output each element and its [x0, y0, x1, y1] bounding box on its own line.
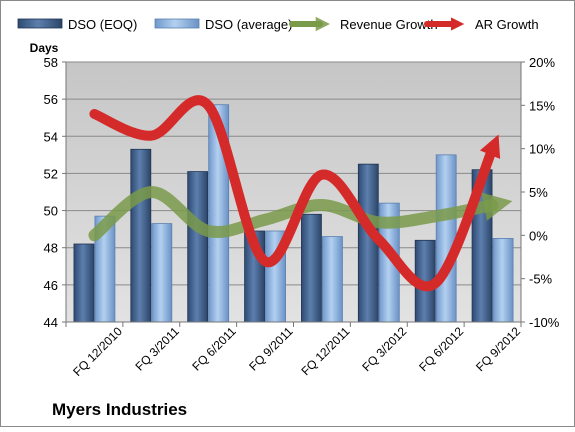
left-tick-label: 44: [44, 315, 58, 330]
bar-dso-eoq: [130, 148, 152, 323]
revenue-growth-line: [88, 186, 513, 242]
right-tick-label: 10%: [529, 142, 555, 157]
chart-title: Myers Industries: [52, 400, 187, 419]
legend: DSO (EOQ) DSO (average) Revenue Growth AR G…: [17, 16, 539, 32]
right-tick-label: 5%: [529, 185, 548, 200]
right-tick-label: 0%: [529, 228, 548, 243]
right-tick-label: 20%: [529, 55, 555, 70]
legend-label: AR Growth: [475, 17, 539, 32]
left-tick-label: 48: [44, 241, 58, 256]
left-tick-label: 50: [44, 204, 58, 219]
bar-dso-average: [151, 223, 173, 323]
legend-swatch-bar: [154, 18, 200, 29]
legend-label: Revenue Growth: [340, 17, 438, 32]
left-tick-label: 46: [44, 278, 58, 293]
legend-label: DSO (EOQ): [68, 17, 137, 32]
right-tick-label: -5%: [529, 272, 553, 287]
legend-item-dso-eoq: DSO (EOQ): [17, 17, 137, 32]
bar-dso-average: [322, 236, 343, 323]
legend-item-revenue-growth: Revenue Growth: [289, 16, 438, 32]
left-tick-label: 58: [44, 55, 58, 70]
legend-swatch-bar: [17, 18, 63, 29]
bar-dso-eoq: [187, 171, 209, 323]
left-axis-title: Days: [30, 41, 59, 55]
legend-label: DSO (average): [205, 17, 292, 32]
left-axis-ticks: 44 46 48 50 52 54 56 58: [44, 55, 66, 330]
right-tick-label: -10%: [529, 315, 560, 330]
right-axis-ticks: -10% -5% 0% 5% 10% 15% 20%: [521, 55, 560, 330]
bar-dso-average: [435, 154, 457, 323]
bar-dso-eoq: [301, 213, 322, 323]
right-tick-label: 15%: [529, 98, 555, 113]
legend-item-ar-growth: AR Growth: [424, 17, 539, 32]
bar-dso-eoq: [73, 243, 95, 323]
series-lines: [88, 95, 513, 292]
bar-dso-average: [492, 238, 514, 323]
left-tick-label: 52: [44, 166, 58, 181]
legend-item-dso-average: DSO (average): [154, 17, 292, 32]
left-tick-label: 56: [44, 92, 58, 107]
left-tick-label: 54: [44, 129, 58, 144]
ar-growth-line: [89, 95, 501, 292]
